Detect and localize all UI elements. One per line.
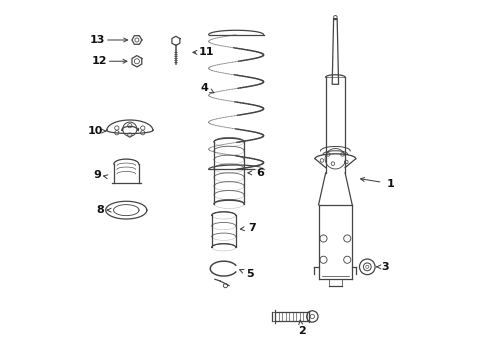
Text: 2: 2	[298, 326, 306, 336]
Text: 11: 11	[198, 48, 214, 57]
Text: 13: 13	[90, 35, 105, 45]
Text: 8: 8	[97, 205, 104, 215]
Text: 4: 4	[200, 83, 208, 93]
Text: 5: 5	[246, 269, 254, 279]
Text: 3: 3	[381, 262, 389, 272]
Text: 6: 6	[256, 168, 264, 178]
Text: 9: 9	[93, 170, 101, 180]
Text: 10: 10	[87, 126, 103, 136]
Text: 1: 1	[387, 179, 394, 189]
Text: 7: 7	[248, 223, 256, 233]
Text: 12: 12	[91, 56, 107, 66]
